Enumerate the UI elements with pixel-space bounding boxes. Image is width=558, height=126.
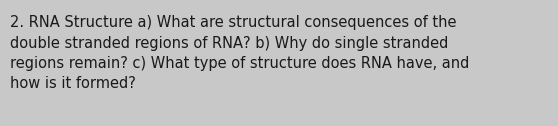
- Text: 2. RNA Structure a) What are structural consequences of the
double stranded regi: 2. RNA Structure a) What are structural …: [10, 15, 469, 91]
